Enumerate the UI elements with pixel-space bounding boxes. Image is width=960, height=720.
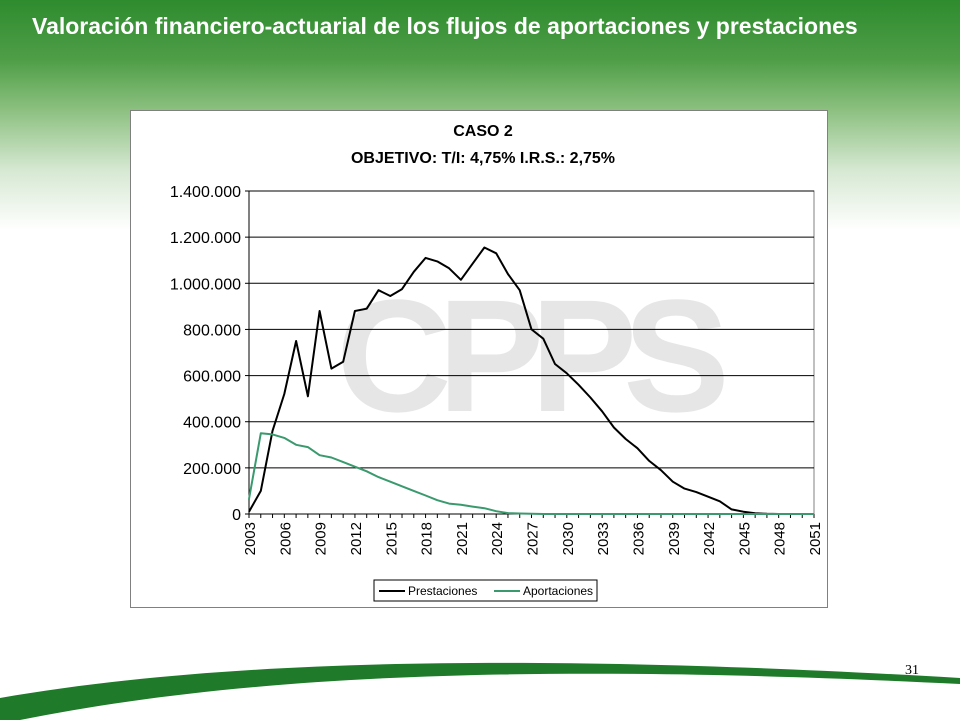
x-tick-label: 2012 xyxy=(348,522,365,555)
y-tick-label: 200.000 xyxy=(183,461,241,478)
legend-box xyxy=(373,579,598,602)
series-line-prestaciones xyxy=(248,246,814,515)
x-tick-label: 2033 xyxy=(595,522,612,555)
swoosh-decoration xyxy=(0,662,960,720)
legend-label-prestaciones: Prestaciones xyxy=(408,584,477,598)
x-tick-label: 2036 xyxy=(630,522,647,555)
y-tick-label: 800.000 xyxy=(183,322,241,339)
x-tick-label: 2015 xyxy=(383,522,400,555)
x-tick-label: 2003 xyxy=(242,522,259,555)
y-tick-label: 1.000.000 xyxy=(170,276,241,293)
x-tick-label: 2018 xyxy=(419,522,436,555)
legend-label-aportaciones: Aportaciones xyxy=(523,584,593,598)
x-tick-label: 2045 xyxy=(736,522,753,555)
slide-title: Valoración financiero-actuarial de los f… xyxy=(32,13,858,39)
y-tick-label: 1.200.000 xyxy=(170,230,241,247)
chart-container: CPPS CASO 2 OBJETIVO: T/I: 4,75% I.R.S.: 2… xyxy=(130,110,828,608)
x-tick-label: 2048 xyxy=(772,522,789,555)
x-tick-label: 2027 xyxy=(525,522,542,555)
x-tick-label: 2051 xyxy=(807,522,824,555)
y-tick-label: 1.400.000 xyxy=(170,184,241,201)
y-tick-label: 0 xyxy=(232,507,241,524)
x-tick-label: 2030 xyxy=(560,522,577,555)
page-number: 31 xyxy=(905,663,919,678)
x-tick-label: 2039 xyxy=(666,522,683,555)
x-tick-label: 2042 xyxy=(701,522,718,555)
y-tick-label: 400.000 xyxy=(183,415,241,432)
x-tick-label: 2009 xyxy=(313,522,330,555)
chart-title: CASO 2 xyxy=(453,123,513,140)
chart-subtitle: OBJETIVO: T/I: 4,75% I.R.S.: 2,75% xyxy=(351,150,615,167)
x-tick-label: 2021 xyxy=(454,522,471,555)
y-tick-label: 600.000 xyxy=(183,369,241,386)
watermark-logo: CPPS xyxy=(336,266,724,445)
x-tick-label: 2024 xyxy=(489,522,506,555)
x-tick-label: 2006 xyxy=(277,522,294,555)
series-line-aportaciones xyxy=(248,432,814,515)
line-chart: CPPS CASO 2 OBJETIVO: T/I: 4,75% I.R.S.: 2… xyxy=(170,123,824,602)
